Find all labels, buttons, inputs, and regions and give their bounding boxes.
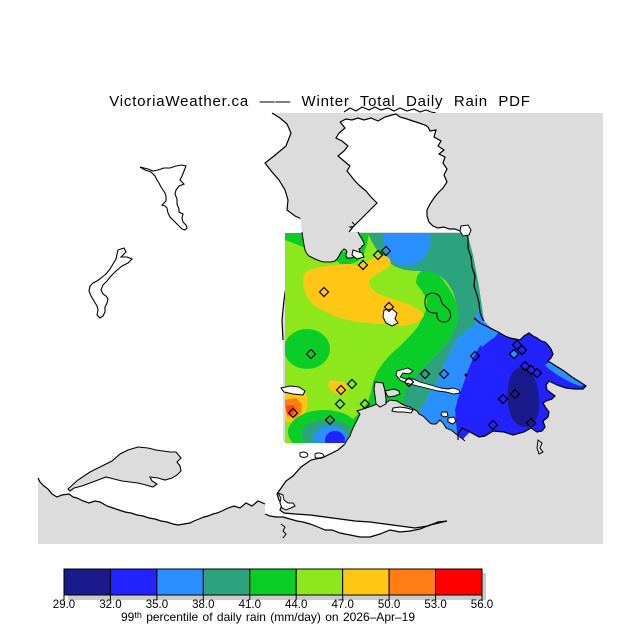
svg-text:VictoriaWeather.ca —— Winter T: VictoriaWeather.ca —— Winter Total Daily…	[109, 93, 531, 110]
svg-text:56.0: 56.0	[471, 599, 493, 611]
svg-text:53.0: 53.0	[424, 599, 446, 611]
svg-text:99th percentile of daily rain: 99th percentile of daily rain (mm/day) o…	[121, 610, 415, 624]
svg-text:38.0: 38.0	[192, 599, 214, 611]
svg-text:44.0: 44.0	[285, 599, 307, 611]
svg-text:50.0: 50.0	[378, 599, 400, 611]
svg-text:32.0: 32.0	[99, 599, 121, 611]
svg-text:29.0: 29.0	[53, 599, 75, 611]
svg-text:35.0: 35.0	[146, 599, 168, 611]
svg-text:41.0: 41.0	[239, 599, 261, 611]
svg-text:47.0: 47.0	[332, 599, 354, 611]
